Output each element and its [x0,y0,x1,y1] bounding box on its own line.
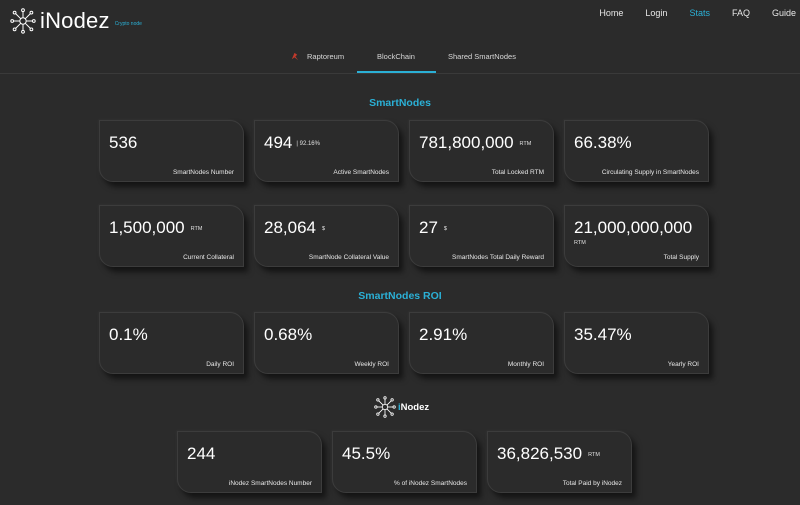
card-value: 36,826,530 [497,444,583,463]
card-value: 781,800,000 [419,133,514,152]
card-label: iNodez SmartNodes Number [228,480,312,487]
card-label: Monthly ROI [507,361,544,368]
card-unit: $ [443,225,447,232]
active-tab-indicator [357,71,436,73]
card-yearly-roi: 35.47% Yearly ROI [564,312,709,374]
circuit-network-icon [374,396,396,418]
card-value: 244 [187,444,216,463]
nav-stats[interactable]: Stats [689,8,710,18]
card-value: 45.5% [342,444,391,463]
tab-shared-smartnodes[interactable]: Shared SmartNodes [448,52,516,61]
inodez-title-rest: Nodez [400,401,430,413]
circuit-network-icon [10,8,36,34]
card-inodez-percent: 45.5% % of iNodez SmartNodes [332,431,477,493]
card-label: SmartNodes Number [172,169,234,176]
card-value: 21,000,000,000 [574,218,693,237]
brand-logo[interactable]: iNodez Crypto node [10,8,142,34]
tab-blockchain[interactable]: BlockChain [377,52,415,61]
nav-faq[interactable]: FAQ [731,8,750,18]
card-label: Weekly ROI [354,361,389,368]
card-value-wrap: 36,826,530 RTM [497,444,600,464]
card-label: % of iNodez SmartNodes [394,480,467,487]
main-nav: Home Login Stats FAQ Guide [577,8,796,18]
card-total-supply: 21,000,000,000 RTM Total Supply [564,205,709,267]
card-weekly-roi: 0.68% Weekly ROI [254,312,399,374]
card-value: 28,064 [264,218,316,237]
card-value: 66.38% [574,133,632,152]
card-unit: RTM [519,140,532,147]
card-value: 35.47% [574,325,632,344]
card-circulating-supply: 66.38% Circulating Supply in SmartNodes [564,120,709,182]
card-daily-roi: 0.1% Daily ROI [99,312,244,374]
card-unit: RTM [574,240,586,246]
card-total-paid: 36,826,530 RTM Total Paid by iNodez [487,431,632,493]
raptoreum-icon [291,52,299,61]
card-label: Yearly ROI [667,361,699,368]
card-value: 536 [109,133,138,152]
card-smartnodes-number: 536 SmartNodes Number [99,120,244,182]
card-unit: RTM [190,225,203,232]
card-value-wrap: 781,800,000 RTM [419,133,531,153]
card-inodez-number: 244 iNodez SmartNodes Number [177,431,322,493]
section-title-inodez: iNodez [374,396,429,418]
card-collateral-value: 28,064 $ SmartNode Collateral Value [254,205,399,267]
card-label: Circulating Supply in SmartNodes [601,169,699,176]
card-label: Total Locked RTM [491,169,544,176]
card-daily-reward: 27 $ SmartNodes Total Daily Reward [409,205,554,267]
nav-login[interactable]: Login [645,8,668,18]
card-label: Current Collateral [183,254,234,261]
card-active-percent: | 92.16% [296,140,320,147]
top-header: iNodez Crypto node Home Login Stats FAQ … [0,0,800,44]
card-value: 494 [264,133,293,152]
card-total-locked: 781,800,000 RTM Total Locked RTM [409,120,554,182]
card-value: 1,500,000 [109,218,185,237]
card-label: SmartNodes Total Daily Reward [452,254,544,261]
card-value: 0.1% [109,325,148,344]
brand-tagline: Crypto node [114,21,142,27]
section-title-roi: SmartNodes ROI [358,290,442,302]
brand-name-rest: Nodez [45,8,110,33]
card-value-wrap: 1,500,000 RTM [109,218,202,238]
tab-raptoreum[interactable]: Raptoreum [290,52,344,61]
brand-name-i: i [40,8,46,33]
card-active-smartnodes: 494 | 92.16% Active SmartNodes [254,120,399,182]
inodez-title: iNodez [398,402,429,413]
card-unit: RTM [588,451,600,458]
card-label: Daily ROI [206,361,234,368]
card-label: Total Paid by iNodez [562,480,622,487]
card-label: Active SmartNodes [333,169,389,176]
card-value-wrap: 494 | 92.16% [264,133,320,153]
stats-tabs: Raptoreum BlockChain Shared SmartNodes [0,44,800,74]
card-value-wrap: 27 $ [419,218,447,238]
card-value-wrap: 28,064 $ [264,218,325,238]
card-value: 2.91% [419,325,468,344]
inodez-title-i: i [398,401,401,413]
card-label: SmartNode Collateral Value [308,254,389,261]
nav-home[interactable]: Home [599,8,624,18]
brand-name: iNodez [40,8,110,34]
card-value: 0.68% [264,325,313,344]
section-title-smartnodes: SmartNodes [369,97,431,109]
card-value: 27 [419,218,438,237]
tab-raptoreum-label: Raptoreum [307,52,345,61]
nav-guide[interactable]: Guide [771,8,796,18]
card-unit: $ [322,225,326,232]
card-monthly-roi: 2.91% Monthly ROI [409,312,554,374]
card-label: Total Supply [663,254,699,261]
card-current-collateral: 1,500,000 RTM Current Collateral [99,205,244,267]
